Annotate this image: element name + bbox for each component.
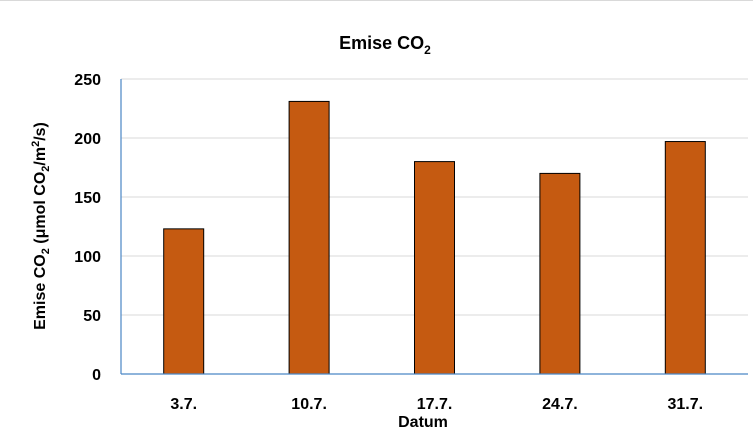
x-tick-label: 31.7. — [668, 396, 704, 413]
bar-10-7 — [288, 100, 330, 375]
chart-title: Emise CO2 — [339, 33, 431, 57]
x-tick-label: 24.7. — [542, 396, 578, 413]
x-tick-label: 10.7. — [291, 396, 327, 413]
bar-3-7 — [163, 228, 205, 375]
x-axis-label: Datum — [398, 414, 448, 431]
y-tick-label: 200 — [74, 131, 101, 148]
y-tick-label: 150 — [74, 190, 101, 207]
bar-24-7 — [539, 172, 581, 375]
bars — [163, 100, 706, 375]
bar-17-7 — [414, 161, 455, 375]
x-tick-labels: 3.7. 10.7. 17.7. 24.7. 31.7. — [170, 396, 703, 413]
y-tick-label: 50 — [83, 308, 101, 325]
y-tick-labels: 0 50 100 150 200 250 — [74, 72, 101, 384]
x-tick-label: 3.7. — [170, 396, 197, 413]
y-axis-label: Emise CO2 (μmol CO2/m2/s) — [30, 122, 52, 330]
y-tick-label: 0 — [92, 367, 101, 384]
bar-31-7 — [664, 141, 706, 375]
y-tick-label: 250 — [74, 72, 101, 89]
x-tick-label: 17.7. — [417, 396, 453, 413]
y-tick-label: 100 — [74, 249, 101, 266]
